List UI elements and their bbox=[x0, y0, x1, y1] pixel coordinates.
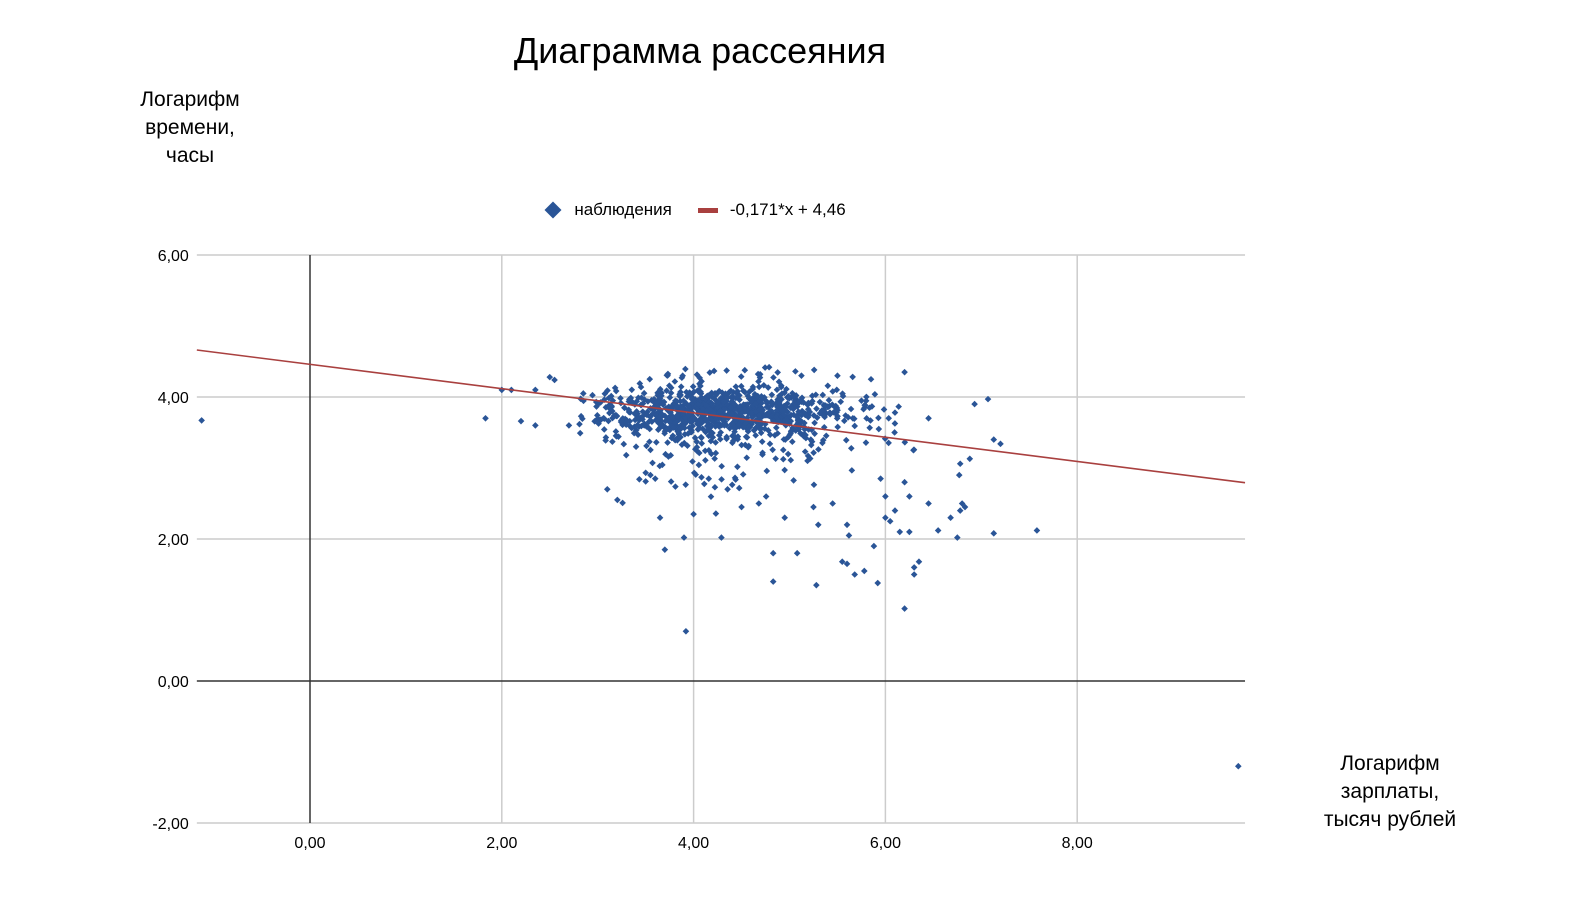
x-tick-label: 0,00 bbox=[294, 835, 325, 852]
y-tick-label: 2,00 bbox=[158, 532, 189, 549]
y-tick-label: 0,00 bbox=[158, 674, 189, 691]
legend-label: -0,171*x + 4,46 bbox=[729, 200, 846, 219]
y-axis-label-line: часы bbox=[165, 144, 215, 167]
y-axis-label-line: времени, bbox=[145, 116, 235, 139]
x-tick-label: 6,00 bbox=[870, 835, 901, 852]
x-tick-label: 4,00 bbox=[678, 835, 709, 852]
y-axis-label-line: Логарифм bbox=[140, 88, 240, 111]
y-tick-label: -2,00 bbox=[152, 816, 189, 833]
trendline bbox=[196, 349, 1246, 484]
legend-item-observations[interactable]: наблюдения bbox=[544, 200, 672, 220]
x-axis-label-line: зарплаты, bbox=[1340, 780, 1440, 803]
x-axis-label-line: Логарифм bbox=[1340, 752, 1440, 775]
y-tick-label: 4,00 bbox=[158, 390, 189, 407]
y-tick-label: 6,00 bbox=[158, 248, 189, 265]
x-axis-label: Логарифм зарплаты, тысяч рублей bbox=[1290, 750, 1490, 834]
x-tick-label: 2,00 bbox=[486, 835, 517, 852]
legend-item-trendline[interactable]: -0,171*x + 4,46 bbox=[697, 200, 846, 220]
line-marker-icon bbox=[697, 207, 718, 213]
chart-title: Диаграмма рассеяния bbox=[513, 30, 887, 71]
axes bbox=[196, 255, 1246, 823]
legend-label: наблюдения bbox=[574, 200, 672, 219]
y-axis-label: Логарифм времени, часы bbox=[120, 86, 260, 170]
legend: наблюдения -0,171*x + 4,46 bbox=[0, 200, 1390, 220]
x-tick-label: 8,00 bbox=[1062, 835, 1093, 852]
tick-labels: -2,00 0,00 2,00 4,00 6,00 0,00 2,00 4,00 6,00 8,0… bbox=[152, 248, 1093, 852]
data-points bbox=[198, 363, 1242, 770]
x-axis-label-line: тысяч рублей bbox=[1323, 808, 1457, 831]
